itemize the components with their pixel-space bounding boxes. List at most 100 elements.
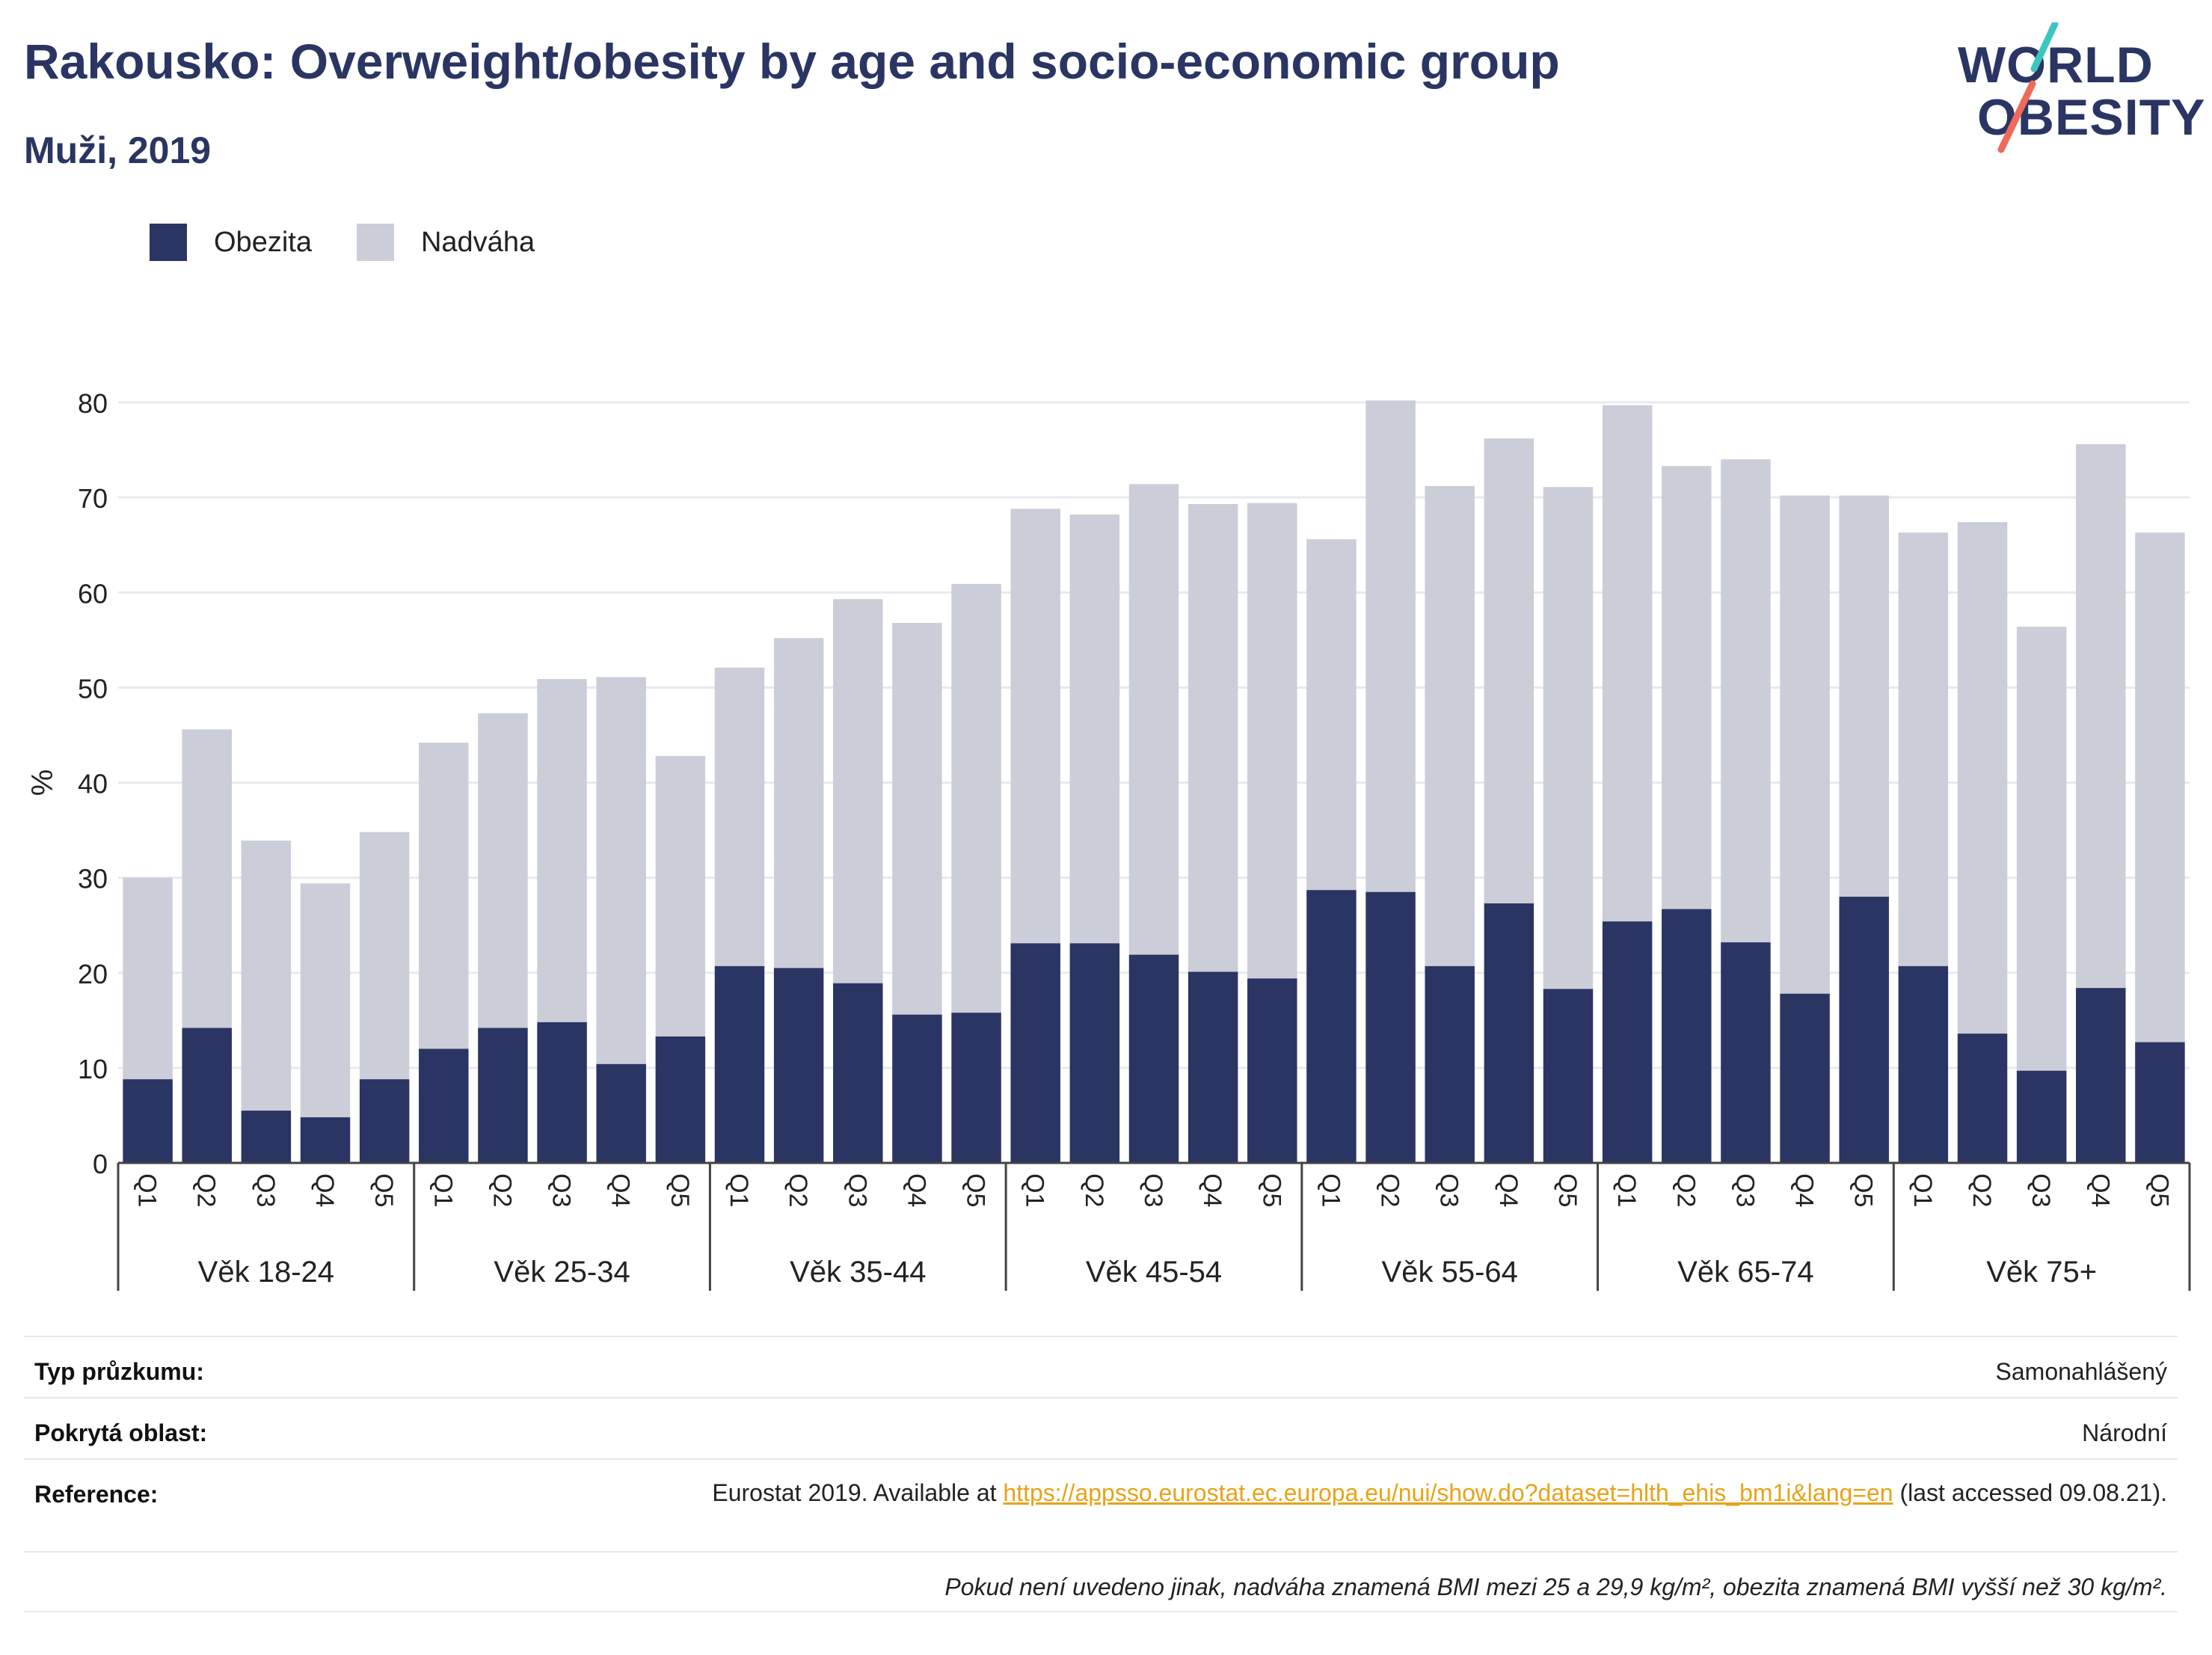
world-obesity-logo: WORLD OBESITY	[1944, 22, 2205, 165]
logo-slash-icon	[1997, 22, 2059, 153]
bar-obesity	[1780, 993, 1830, 1163]
bar-obesity	[419, 1048, 469, 1163]
info-row-note: Pokud není uvedeno jinak, nadváha znamen…	[24, 1551, 2178, 1612]
reference-link[interactable]: https://appsso.eurostat.ec.europa.eu/nui…	[1003, 1479, 1893, 1506]
x-tick-label: Q1	[1908, 1173, 1937, 1207]
y-tick-label: 20	[78, 959, 108, 989]
bar-obesity	[1188, 971, 1238, 1163]
x-tick-label: Q1	[1316, 1173, 1345, 1207]
bar-overweight	[1484, 438, 1534, 903]
x-tick-label: Q5	[1849, 1173, 1878, 1207]
group-label: Věk 65-74	[1677, 1256, 1813, 1289]
coverage-value: Národní	[2082, 1419, 2167, 1446]
bmi-definition-note: Pokud není uvedeno jinak, nadváha znamen…	[944, 1573, 2167, 1600]
bar-overweight	[2016, 627, 2067, 1071]
info-row-survey-type: Typ průzkumu: Samonahlášený	[24, 1336, 2178, 1397]
bar-overweight	[1898, 532, 1949, 966]
bar-obesity	[359, 1079, 410, 1163]
x-tick-label: Q2	[1376, 1173, 1404, 1207]
y-tick-label: 70	[78, 483, 108, 514]
bar-overweight	[1721, 459, 1771, 943]
bar-overweight	[537, 678, 587, 1022]
bar-overweight	[1069, 515, 1120, 944]
group-label: Věk 45-54	[1086, 1256, 1222, 1289]
bar-overweight	[833, 599, 883, 983]
x-tick-label: Q5	[1553, 1173, 1582, 1207]
x-tick-label: Q4	[1790, 1173, 1819, 1207]
legend-swatch-overweight	[356, 224, 394, 261]
bar-obesity	[655, 1036, 706, 1163]
bar-overweight	[241, 841, 292, 1111]
x-tick-label: Q5	[369, 1173, 398, 1207]
bar-overweight	[1780, 495, 1830, 994]
reference-prefix: Eurostat 2019. Available at	[712, 1479, 1004, 1506]
bar-obesity	[2016, 1070, 2067, 1163]
group-label: Věk 18-24	[198, 1256, 334, 1289]
bar-overweight	[655, 755, 706, 1037]
x-tick-label: Q4	[310, 1173, 339, 1207]
x-tick-label: Q1	[428, 1173, 457, 1207]
bar-overweight	[1010, 509, 1060, 944]
x-tick-label: Q2	[488, 1173, 516, 1207]
legend-label-overweight: Nadváha	[420, 226, 535, 258]
bar-overweight	[773, 638, 824, 968]
bar-obesity	[478, 1028, 528, 1163]
legend-label-obesity: Obezita	[214, 226, 312, 258]
bar-overweight	[1365, 400, 1416, 892]
y-tick-label: 80	[78, 388, 108, 419]
x-tick-label: Q4	[1198, 1173, 1226, 1207]
x-tick-label: Q5	[2145, 1173, 2173, 1207]
bar-obesity	[1128, 954, 1179, 1163]
bar-obesity	[1543, 989, 1594, 1163]
group-label: Věk 75+	[1986, 1256, 2097, 1289]
x-tick-label: Q3	[2027, 1173, 2055, 1207]
bar-obesity	[1602, 921, 1653, 1163]
page-title: Rakousko: Overweight/obesity by age and …	[24, 34, 1560, 89]
x-tick-label: Q2	[192, 1173, 221, 1207]
legend-swatch-obesity	[150, 224, 187, 261]
page-subtitle: Muži, 2019	[24, 129, 212, 171]
x-tick-label: Q2	[1967, 1173, 1996, 1207]
x-tick-label: Q1	[1612, 1173, 1641, 1207]
x-tick-label: Q4	[1494, 1173, 1523, 1207]
legend-item-obesity: Obezita	[150, 224, 312, 261]
bar-obesity	[714, 965, 765, 1163]
y-tick-label: 30	[78, 864, 108, 894]
group-label: Věk 35-44	[790, 1256, 926, 1289]
bar-obesity	[1365, 891, 1416, 1163]
bar-overweight	[1188, 504, 1238, 972]
info-row-reference: Reference: Eurostat 2019. Available at h…	[24, 1458, 2178, 1551]
bar-overweight	[1602, 405, 1653, 922]
bar-overweight	[182, 729, 232, 1028]
x-tick-label: Q2	[1080, 1173, 1108, 1207]
bar-overweight	[596, 677, 646, 1064]
y-tick-label: 0	[93, 1149, 108, 1179]
bar-overweight	[2076, 443, 2126, 989]
bar-obesity	[1662, 909, 1712, 1163]
info-row-coverage: Pokrytá oblast: Národní	[24, 1397, 2178, 1458]
bar-overweight	[1247, 503, 1297, 979]
bar-overweight	[1662, 466, 1712, 909]
bar-obesity	[951, 1013, 1001, 1163]
x-tick-label: Q4	[606, 1173, 635, 1207]
bar-obesity	[300, 1117, 351, 1163]
x-tick-label: Q3	[1139, 1173, 1167, 1207]
bar-obesity	[1010, 943, 1060, 1163]
bar-overweight	[2135, 532, 2185, 1043]
coverage-label: Pokrytá oblast:	[34, 1419, 208, 1446]
reference-label: Reference:	[34, 1481, 159, 1508]
x-tick-label: Q5	[666, 1173, 694, 1207]
survey-type-value: Samonahlášený	[1995, 1358, 2167, 1385]
bar-obesity	[2135, 1042, 2185, 1163]
reference-suffix: (last accessed 09.08.21).	[1893, 1479, 2167, 1506]
bar-overweight	[419, 743, 469, 1049]
x-tick-label: Q3	[1435, 1173, 1463, 1207]
bar-obesity	[1306, 890, 1357, 1163]
x-tick-label: Q3	[251, 1173, 280, 1207]
x-tick-label: Q3	[843, 1173, 871, 1207]
y-tick-label: 40	[78, 769, 108, 799]
reference-value: Eurostat 2019. Available at https://apps…	[712, 1476, 2167, 1509]
bar-obesity	[773, 968, 824, 1163]
bar-overweight	[1957, 522, 2008, 1034]
x-tick-label: Q5	[1257, 1173, 1285, 1207]
